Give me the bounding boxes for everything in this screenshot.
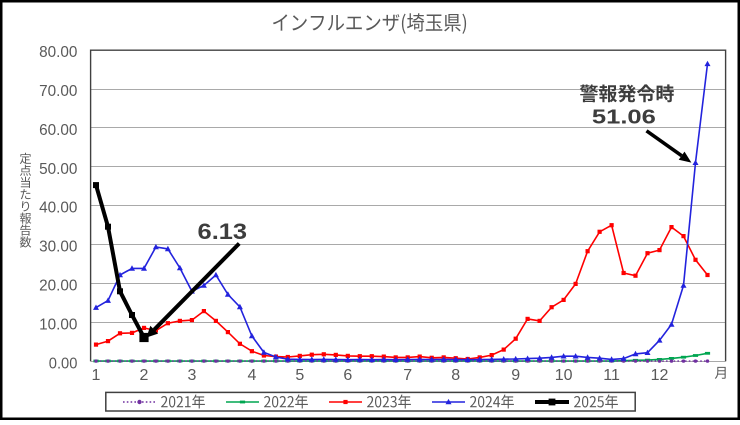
svg-text:30.00: 30.00 [39, 239, 77, 256]
svg-text:10.00: 10.00 [39, 316, 77, 333]
svg-text:0.00: 0.00 [49, 355, 78, 372]
svg-text:8: 8 [451, 367, 460, 384]
svg-text:3: 3 [187, 367, 196, 384]
svg-text:20.00: 20.00 [39, 278, 77, 295]
svg-text:50.00: 50.00 [39, 161, 77, 178]
svg-text:51.06: 51.06 [592, 107, 656, 129]
svg-text:80.00: 80.00 [39, 44, 77, 61]
svg-text:10: 10 [555, 367, 573, 384]
svg-text:70.00: 70.00 [39, 83, 77, 100]
svg-text:2: 2 [140, 367, 149, 384]
svg-text:6.13: 6.13 [198, 219, 248, 244]
svg-text:9: 9 [511, 367, 520, 384]
svg-text:5: 5 [295, 367, 304, 384]
svg-text:4: 4 [247, 367, 256, 384]
svg-text:7: 7 [403, 367, 412, 384]
svg-text:60.00: 60.00 [39, 122, 77, 139]
svg-text:40.00: 40.00 [39, 200, 77, 217]
svg-text:1: 1 [92, 367, 101, 384]
svg-text:11: 11 [603, 367, 620, 384]
svg-text:6: 6 [343, 367, 352, 384]
svg-text:12: 12 [651, 367, 669, 384]
